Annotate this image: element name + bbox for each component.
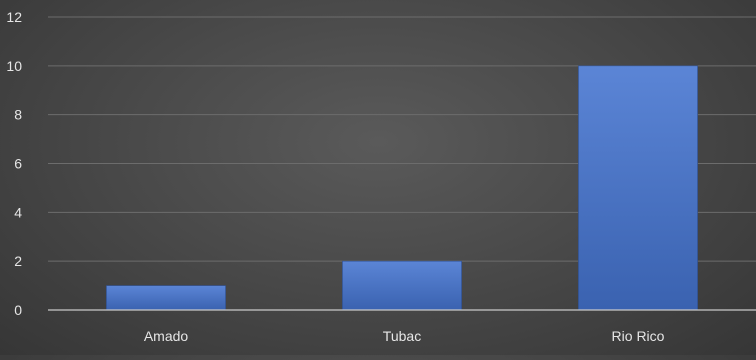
y-tick-label: 6 — [14, 156, 22, 172]
bars — [106, 65, 698, 311]
y-tick-label: 12 — [6, 9, 22, 25]
x-tick-label: Amado — [144, 328, 189, 344]
y-axis-tick-labels: 0 2 4 6 8 10 12 — [6, 9, 22, 318]
y-tick-label: 4 — [14, 204, 22, 220]
y-tick-label: 8 — [14, 107, 22, 123]
y-tick-label: 0 — [14, 302, 22, 318]
y-tick-label: 10 — [6, 58, 22, 74]
bar-tubac — [342, 260, 462, 311]
x-axis-tick-labels: Amado Tubac Rio Rico — [144, 328, 665, 344]
x-tick-label: Tubac — [383, 328, 421, 344]
x-tick-label: Rio Rico — [612, 328, 665, 344]
y-tick-label: 2 — [14, 253, 22, 269]
bar-amado — [106, 285, 226, 311]
bar-rio-rico — [578, 65, 698, 311]
